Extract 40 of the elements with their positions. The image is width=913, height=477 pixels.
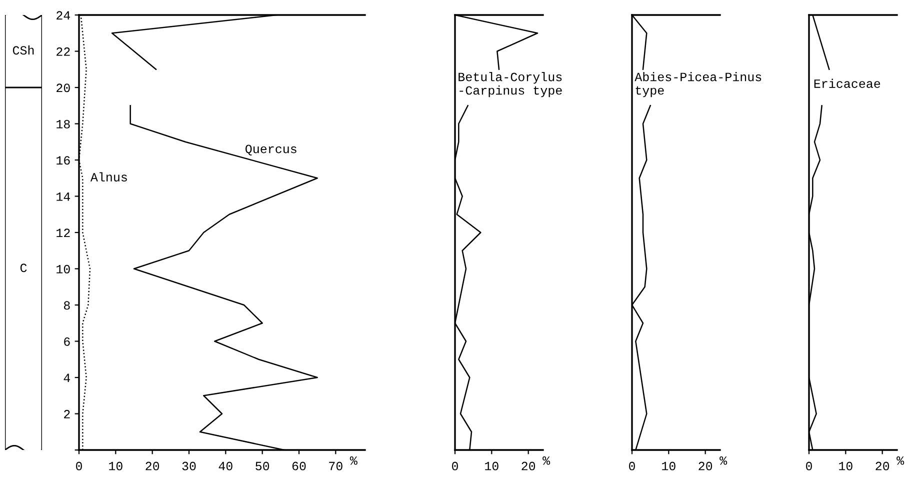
- x-tick-label: 30: [182, 462, 196, 470]
- x-tick-label: 0: [806, 462, 812, 470]
- x-tick-label: 20: [146, 462, 160, 470]
- x-tick-label: 50: [256, 462, 270, 470]
- annotation: Betula-Corylus -Carpinus type: [458, 72, 562, 98]
- x-axis-title: %: [542, 456, 550, 465]
- annotation: Ericaceae: [814, 78, 880, 88]
- x-tick-label: 40: [218, 462, 232, 470]
- y-tick-label: 14: [56, 192, 70, 201]
- y-tick-label: 16: [56, 156, 70, 165]
- x-tick-label: 0: [452, 462, 458, 470]
- annotation: Abies-Picea-Pinus type: [634, 72, 762, 98]
- y-tick-label: 6: [64, 337, 70, 346]
- y-tick-label: 24: [56, 11, 70, 20]
- x-tick-label: 10: [109, 462, 122, 470]
- annotation: Quercus: [246, 144, 296, 156]
- x-tick-label: 10: [839, 462, 852, 470]
- x-tick-label: 20: [876, 462, 890, 470]
- x-tick-label: 0: [629, 462, 635, 470]
- x-axis-title: %: [720, 456, 728, 465]
- y-tick-label: 2: [64, 410, 70, 418]
- x-tick-label: 60: [292, 462, 306, 470]
- y-tick-label: 8: [64, 301, 70, 310]
- annotation: Alnus: [90, 172, 127, 182]
- text: CSh: [12, 45, 34, 55]
- x-tick-label: 20: [522, 462, 536, 470]
- x-axis-title: %: [350, 456, 358, 465]
- y-tick-label: 4: [64, 374, 70, 382]
- y-tick-label: 18: [56, 120, 70, 128]
- x-tick-label: 10: [662, 462, 676, 470]
- y-tick-label: 22: [56, 47, 70, 56]
- y-tick-label: 10: [56, 264, 70, 274]
- text: C: [20, 264, 27, 272]
- y-tick-label: 12: [56, 228, 70, 238]
- x-tick-label: 10: [485, 462, 498, 470]
- x-tick-label: 0: [76, 462, 82, 470]
- x-tick-label: 20: [698, 462, 712, 470]
- x-axis-title: %: [896, 456, 904, 465]
- x-tick-label: 70: [329, 462, 342, 470]
- y-tick-label: 20: [56, 84, 70, 92]
